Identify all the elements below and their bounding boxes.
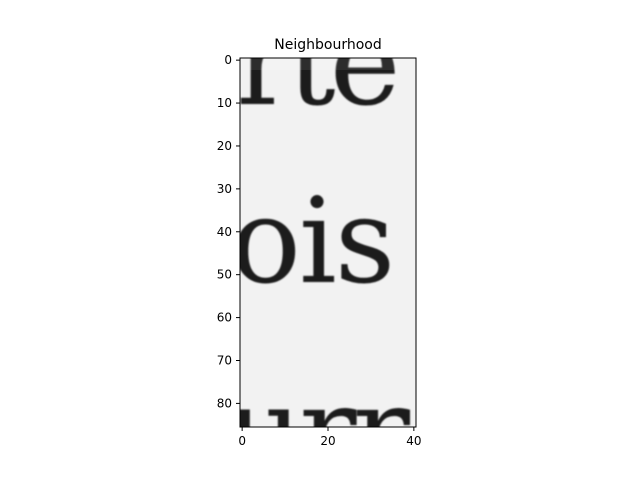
image-background [240,58,416,427]
image-noise-overlay [240,58,416,70]
y-tick-label: 60 [217,311,232,325]
y-tick-label: 30 [217,182,232,196]
y-tick-label: 50 [217,268,232,282]
y-tick-label: 10 [217,96,232,110]
glyph-row-bottom: urr [226,362,411,480]
x-tick-label: 20 [320,434,335,448]
figure-title: Neighbourhood [274,37,381,53]
x-tick-label: 0 [238,434,246,448]
y-tick-label: 0 [224,53,232,67]
y-tick-label: 70 [217,353,232,367]
image-patch: rte ois urr [226,0,416,480]
y-tick-label: 80 [217,396,232,410]
x-tick-label: 40 [406,434,421,448]
glyph-row-top: rte [236,0,396,133]
y-axis: 0 10 20 30 40 50 60 70 80 [217,53,240,410]
x-axis: 0 20 40 [238,427,421,448]
y-tick-label: 40 [217,225,232,239]
y-tick-label: 20 [217,139,232,153]
glyph-row-middle: ois [230,172,393,310]
